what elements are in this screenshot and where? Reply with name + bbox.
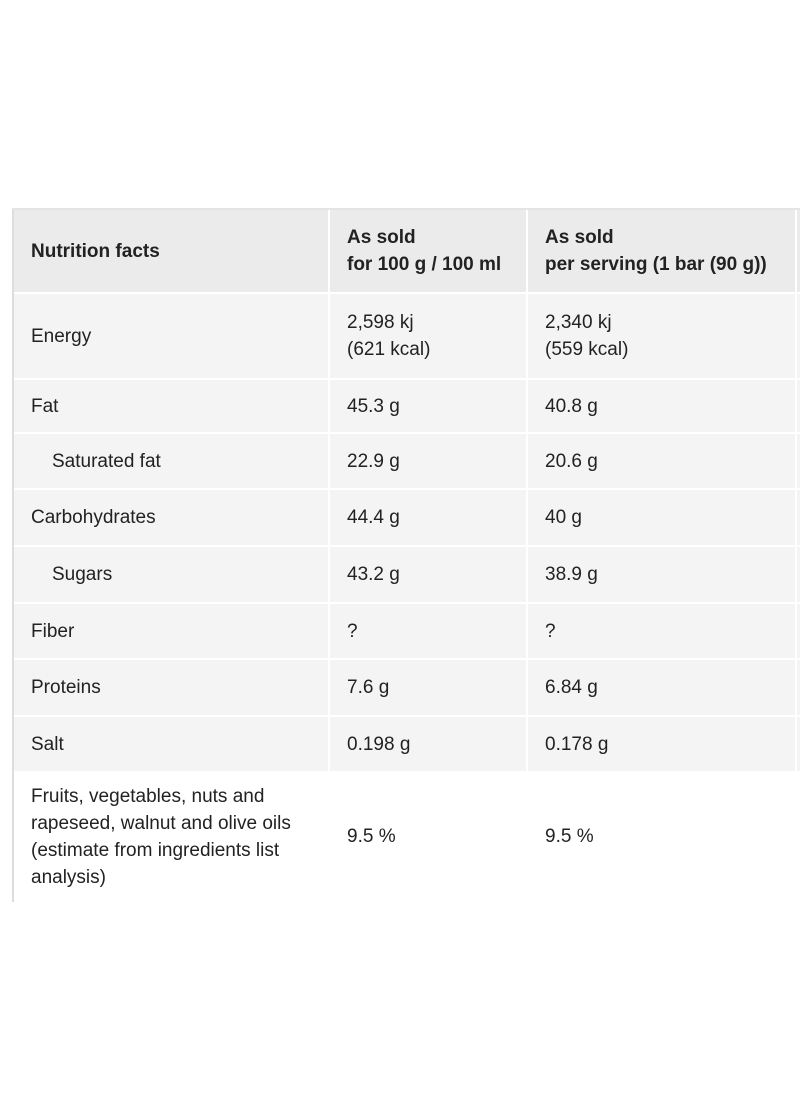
- cell-text: 20.6 g: [545, 450, 598, 472]
- cell-text: Sugars: [52, 564, 113, 585]
- cell-text: Carbohydrates: [31, 507, 156, 528]
- cell-text: Saturated fat: [52, 450, 161, 472]
- cell-text: 6.84 g: [545, 677, 598, 698]
- value-cell: [797, 717, 800, 771]
- row-label: Fat: [14, 380, 328, 432]
- cell-text: 9.5 %: [545, 826, 594, 847]
- row-label: Fiber: [14, 604, 328, 658]
- table-border: [12, 208, 14, 902]
- row-label: Saturated fat: [14, 434, 328, 488]
- cell-text: 7.6 g: [347, 677, 390, 698]
- value-cell: [797, 547, 800, 602]
- cell-text: As sold per serving (1 bar (90 g)): [545, 227, 767, 275]
- cell-text: Fiber: [31, 620, 75, 642]
- row-label: Fruits, vegetables, nuts and rapeseed, w…: [14, 773, 328, 900]
- cell-text: As sold for 100 g / 100 ml: [347, 227, 502, 275]
- cell-text: ?: [347, 620, 358, 642]
- cell-text: 40 g: [545, 507, 582, 528]
- row-label: Salt: [14, 717, 328, 771]
- cell-text: 9.5 %: [347, 826, 396, 847]
- value-cell: 6.84 g: [528, 660, 795, 715]
- header-cell: As sold for 100 g / 100 ml: [330, 210, 526, 292]
- value-cell: [797, 380, 800, 432]
- value-cell: 20.6 g: [528, 434, 795, 488]
- cell-text: Fat: [31, 395, 59, 417]
- cell-text: Fruits, vegetables, nuts and rapeseed, w…: [31, 785, 291, 888]
- value-cell: 22.9 g: [330, 434, 526, 488]
- value-cell: 0.198 g: [330, 717, 526, 771]
- cell-text: 45.3 g: [347, 395, 400, 417]
- cell-text: Proteins: [31, 677, 101, 698]
- value-cell: 40 g: [528, 490, 795, 545]
- row-label: Sugars: [14, 547, 328, 602]
- value-cell: 43.2 g: [330, 547, 526, 602]
- cell-text: 44.4 g: [347, 507, 400, 528]
- value-cell: [797, 434, 800, 488]
- value-cell: 40.8 g: [528, 380, 795, 432]
- row-label: Carbohydrates: [14, 490, 328, 545]
- cell-text: 38.9 g: [545, 564, 598, 585]
- value-cell: 7.6 g: [330, 660, 526, 715]
- value-cell: 2,598 kj (621 kcal): [330, 294, 526, 378]
- value-cell: ?: [330, 604, 526, 658]
- value-cell: 2,340 kj (559 kcal): [528, 294, 795, 378]
- header-cell: [797, 210, 800, 292]
- value-cell: [797, 773, 800, 900]
- value-cell: 9.5 %: [330, 773, 526, 900]
- cell-text: 43.2 g: [347, 564, 400, 585]
- cell-text: 0.178 g: [545, 733, 609, 755]
- cell-text: Energy: [31, 325, 92, 347]
- value-cell: [797, 660, 800, 715]
- cell-text: 22.9 g: [347, 450, 400, 472]
- cell-text: Salt: [31, 733, 64, 755]
- value-cell: 45.3 g: [330, 380, 526, 432]
- value-cell: 9.5 %: [528, 773, 795, 900]
- value-cell: 38.9 g: [528, 547, 795, 602]
- value-cell: [797, 604, 800, 658]
- value-cell: 0.178 g: [528, 717, 795, 771]
- value-cell: [797, 490, 800, 545]
- cell-text: ?: [545, 620, 556, 642]
- cell-text: 2,340 kj (559 kcal): [545, 312, 629, 360]
- header-cell: Nutrition facts: [14, 210, 328, 292]
- value-cell: 44.4 g: [330, 490, 526, 545]
- cell-text: Nutrition facts: [31, 240, 160, 262]
- value-cell: ?: [528, 604, 795, 658]
- row-label: Energy: [14, 294, 328, 378]
- header-cell: As sold per serving (1 bar (90 g)): [528, 210, 795, 292]
- cell-text: 40.8 g: [545, 395, 598, 417]
- cell-text: 0.198 g: [347, 733, 411, 755]
- table-border: [12, 208, 800, 210]
- cell-text: 2,598 kj (621 kcal): [347, 312, 431, 360]
- row-label: Proteins: [14, 660, 328, 715]
- value-cell: [797, 294, 800, 378]
